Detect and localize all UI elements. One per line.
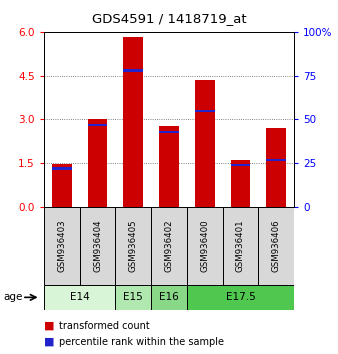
Bar	[52, 164, 72, 207]
Bar	[231, 164, 250, 166]
Text: E16: E16	[159, 292, 179, 302]
Bar	[123, 37, 143, 207]
Text: GSM936404: GSM936404	[93, 220, 102, 272]
Bar	[159, 131, 179, 133]
Bar	[151, 285, 187, 310]
Bar	[115, 207, 151, 285]
Bar	[266, 159, 286, 161]
Bar	[266, 128, 286, 207]
Text: E14: E14	[70, 292, 90, 302]
Bar	[88, 119, 107, 207]
Text: ■: ■	[44, 321, 54, 331]
Bar	[115, 285, 151, 310]
Text: E15: E15	[123, 292, 143, 302]
Text: GSM936406: GSM936406	[272, 220, 281, 272]
Bar	[223, 207, 258, 285]
Text: ■: ■	[44, 337, 54, 347]
Bar	[44, 207, 80, 285]
Text: GSM936405: GSM936405	[129, 220, 138, 272]
Bar	[195, 109, 215, 112]
Bar	[187, 285, 294, 310]
Text: percentile rank within the sample: percentile rank within the sample	[59, 337, 224, 347]
Bar	[123, 69, 143, 72]
Bar	[231, 160, 250, 207]
Bar	[80, 207, 115, 285]
Text: E17.5: E17.5	[225, 292, 255, 302]
Text: GSM936401: GSM936401	[236, 220, 245, 272]
Bar	[187, 207, 223, 285]
Text: transformed count: transformed count	[59, 321, 150, 331]
Bar	[195, 80, 215, 207]
Bar	[258, 207, 294, 285]
Bar	[88, 124, 107, 126]
Text: GSM936402: GSM936402	[165, 220, 173, 272]
Text: GSM936403: GSM936403	[57, 220, 66, 272]
Bar	[44, 285, 115, 310]
Text: GSM936400: GSM936400	[200, 220, 209, 272]
Bar	[159, 126, 179, 207]
Text: age: age	[3, 292, 23, 302]
Bar	[151, 207, 187, 285]
Text: GDS4591 / 1418719_at: GDS4591 / 1418719_at	[92, 12, 246, 25]
Bar	[52, 167, 72, 170]
